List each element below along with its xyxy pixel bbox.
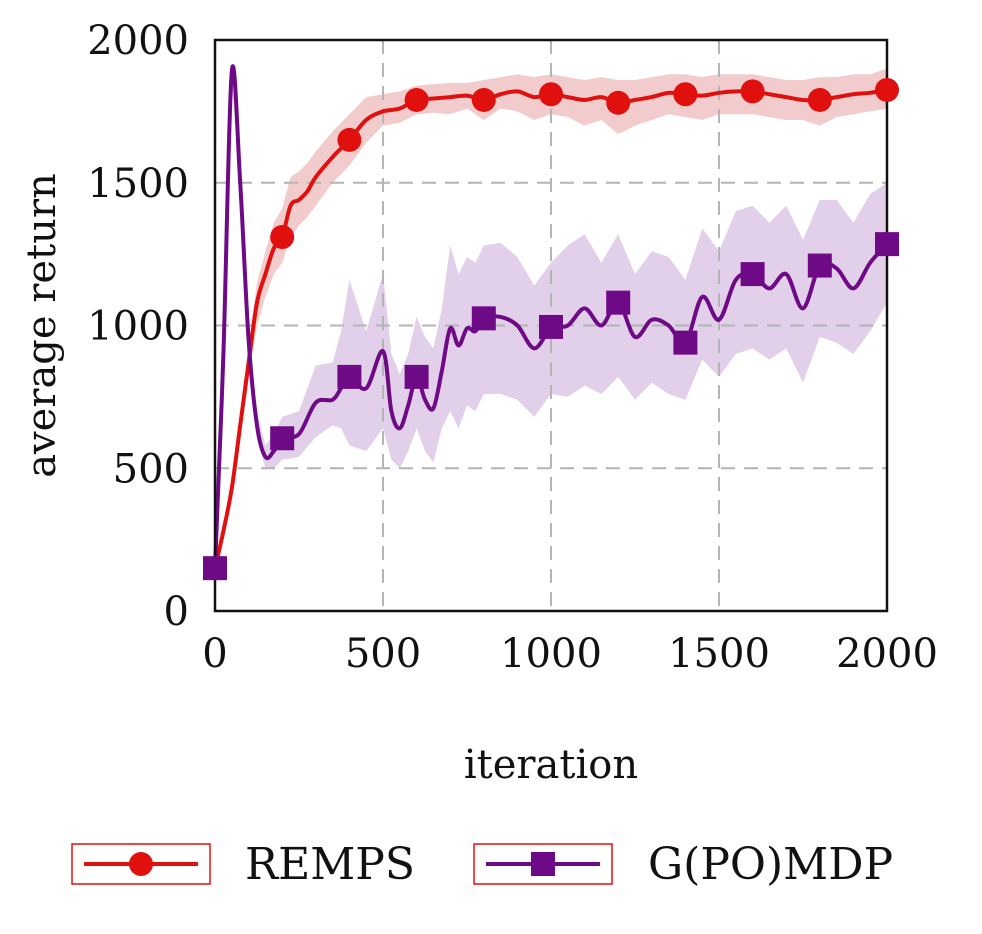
data-point-1 [875, 77, 899, 102]
data-point-2 [740, 262, 765, 287]
data-point-2 [203, 556, 227, 581]
x-axis-label: iteration [464, 742, 638, 788]
data-point-1 [270, 224, 295, 249]
data-point-2 [673, 330, 698, 355]
x-axis-ticks: 0 500 1000 1500 2000 [202, 631, 938, 677]
y-tick-label: 1000 [87, 304, 189, 350]
data-point-2 [471, 306, 496, 331]
data-point-2 [807, 253, 832, 278]
y-tick-label: 1500 [87, 161, 189, 207]
series-markers [203, 77, 899, 581]
legend-item-1: REMPS [71, 839, 415, 890]
x-tick-label: 1000 [500, 631, 602, 677]
data-point-2 [539, 314, 563, 339]
plot-frame [213, 38, 889, 613]
data-point-2 [270, 426, 295, 451]
legend-item-2: G(PO)MDP [473, 839, 893, 890]
data-point-1 [471, 87, 496, 112]
legend-label: REMPS [245, 839, 415, 890]
data-point-2 [606, 290, 631, 315]
legend-marker [129, 852, 153, 876]
data-point-2 [404, 364, 429, 389]
data-point-2 [875, 232, 899, 257]
y-tick-label: 2000 [87, 18, 189, 64]
data-point-1 [606, 90, 631, 115]
data-point-1 [673, 82, 698, 107]
legend: REMPS G(PO)MDP [71, 839, 893, 890]
y-tick-label: 0 [164, 589, 189, 635]
legend-swatch-box [71, 843, 211, 885]
y-axis-label: average return [19, 173, 65, 478]
band-1 [215, 68, 887, 569]
x-tick-label: 1500 [668, 631, 770, 677]
data-point-1 [337, 127, 362, 152]
series-line-2 [213, 64, 889, 571]
data-point-2 [337, 364, 362, 389]
data-point-1 [807, 87, 832, 112]
legend-label: G(PO)MDP [648, 839, 893, 890]
data-point-1 [740, 79, 765, 104]
y-axis-ticks: 0 500 1000 1500 2000 [87, 18, 189, 635]
x-tick-label: 2000 [836, 631, 938, 677]
x-tick-label: 500 [345, 631, 421, 677]
legend-marker [531, 852, 555, 876]
data-point-1 [404, 87, 429, 112]
x-tick-label: 0 [202, 631, 227, 677]
y-tick-label: 500 [113, 446, 189, 492]
legend-swatch-box [473, 843, 613, 885]
data-point-1 [539, 82, 563, 107]
